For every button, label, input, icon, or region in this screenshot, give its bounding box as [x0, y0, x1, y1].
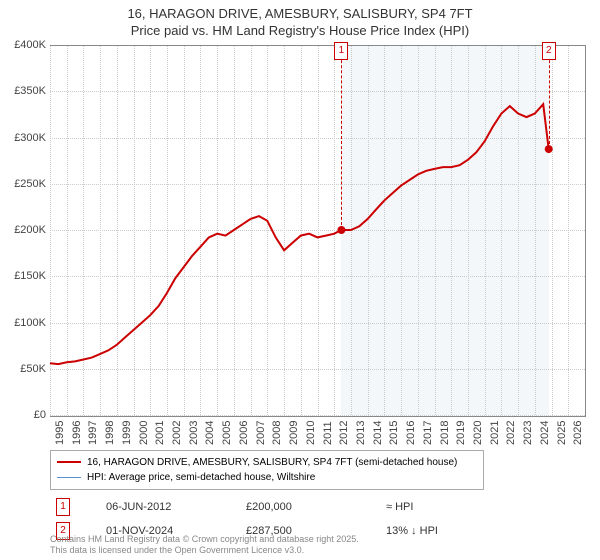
- y-axis-label: £400K: [2, 39, 46, 51]
- x-axis-label: 2008: [271, 421, 283, 445]
- x-axis-label: 2011: [322, 421, 334, 445]
- x-axis-label: 2021: [489, 421, 501, 445]
- legend-label: 16, HARAGON DRIVE, AMESBURY, SALISBURY, …: [87, 457, 457, 468]
- y-axis-label: £150K: [2, 270, 46, 282]
- x-axis-label: 2016: [405, 421, 417, 445]
- title-line2: Price paid vs. HM Land Registry's House …: [131, 23, 469, 38]
- x-axis-label: 2018: [439, 421, 451, 445]
- y-axis-label: £300K: [2, 132, 46, 144]
- sale-marker-line: [549, 45, 550, 149]
- legend-item: 16, HARAGON DRIVE, AMESBURY, SALISBURY, …: [57, 455, 477, 470]
- x-axis-label: 2025: [556, 421, 568, 445]
- x-axis-label: 2001: [154, 421, 166, 445]
- legend-swatch: [57, 461, 81, 463]
- y-axis-label: £250K: [2, 178, 46, 190]
- legend-item: HPI: Average price, semi-detached house,…: [57, 470, 477, 485]
- x-axis-label: 2005: [221, 421, 233, 445]
- x-axis-label: 2017: [422, 421, 434, 445]
- attribution-line1: Contains HM Land Registry data © Crown c…: [50, 534, 359, 544]
- attribution-text: Contains HM Land Registry data © Crown c…: [50, 534, 359, 556]
- x-axis-label: 2019: [455, 421, 467, 445]
- x-axis-label: 2015: [388, 421, 400, 445]
- legend-label: HPI: Average price, semi-detached house,…: [87, 472, 315, 483]
- table-cell: 13% ↓ HPI: [382, 520, 520, 542]
- x-axis-label: 2012: [338, 421, 350, 445]
- sale-marker-box: 2: [542, 42, 556, 60]
- legend-swatch: [57, 477, 81, 478]
- x-axis-label: 2003: [188, 421, 200, 445]
- y-axis-label: £50K: [2, 363, 46, 375]
- x-axis-label: 2022: [505, 421, 517, 445]
- x-axis-label: 2010: [305, 421, 317, 445]
- x-axis-label: 2014: [372, 421, 384, 445]
- x-axis-label: 2002: [171, 421, 183, 445]
- x-axis-label: 2023: [522, 421, 534, 445]
- series-price_paid: [50, 104, 549, 364]
- x-axis-label: 1996: [71, 421, 83, 445]
- y-axis-label: £100K: [2, 317, 46, 329]
- x-axis-label: 2013: [355, 421, 367, 445]
- x-axis-label: 2020: [472, 421, 484, 445]
- chart-title: 16, HARAGON DRIVE, AMESBURY, SALISBURY, …: [0, 0, 600, 40]
- x-axis-label: 2000: [138, 421, 150, 445]
- table-row: 1 06-JUN-2012£200,000≈ HPI: [52, 496, 520, 518]
- y-axis-label: £350K: [2, 85, 46, 97]
- x-axis-label: 1998: [104, 421, 116, 445]
- x-axis-label: 1999: [121, 421, 133, 445]
- y-axis-label: £200K: [2, 224, 46, 236]
- attribution-line2: This data is licensed under the Open Gov…: [50, 545, 304, 555]
- table-cell: ≈ HPI: [382, 496, 520, 518]
- x-axis-label: 2026: [572, 421, 584, 445]
- sale-marker-box: 1: [334, 42, 348, 60]
- row-marker: 1: [56, 498, 70, 516]
- x-axis-label: 2024: [539, 421, 551, 445]
- x-axis-label: 1995: [54, 421, 66, 445]
- line-plot: [50, 45, 585, 415]
- legend-box: 16, HARAGON DRIVE, AMESBURY, SALISBURY, …: [50, 450, 484, 490]
- title-line1: 16, HARAGON DRIVE, AMESBURY, SALISBURY, …: [127, 6, 472, 21]
- x-axis-label: 2006: [238, 421, 250, 445]
- x-axis-label: 1997: [87, 421, 99, 445]
- chart-container: 16, HARAGON DRIVE, AMESBURY, SALISBURY, …: [0, 0, 600, 560]
- x-axis-label: 2009: [288, 421, 300, 445]
- x-axis-label: 2004: [204, 421, 216, 445]
- sale-marker-line: [341, 45, 342, 230]
- table-cell: 06-JUN-2012: [102, 496, 240, 518]
- table-cell: £200,000: [242, 496, 380, 518]
- x-axis-label: 2007: [255, 421, 267, 445]
- y-axis-label: £0: [2, 409, 46, 421]
